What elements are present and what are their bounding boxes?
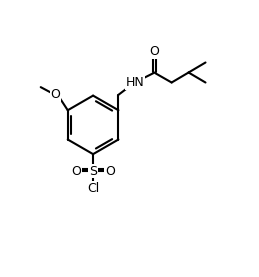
Text: O: O [105, 165, 115, 178]
Text: O: O [71, 165, 81, 178]
Text: O: O [150, 45, 160, 58]
Text: Cl: Cl [87, 181, 99, 194]
Text: HN: HN [126, 76, 145, 89]
Text: S: S [89, 165, 97, 178]
Text: O: O [51, 88, 60, 101]
